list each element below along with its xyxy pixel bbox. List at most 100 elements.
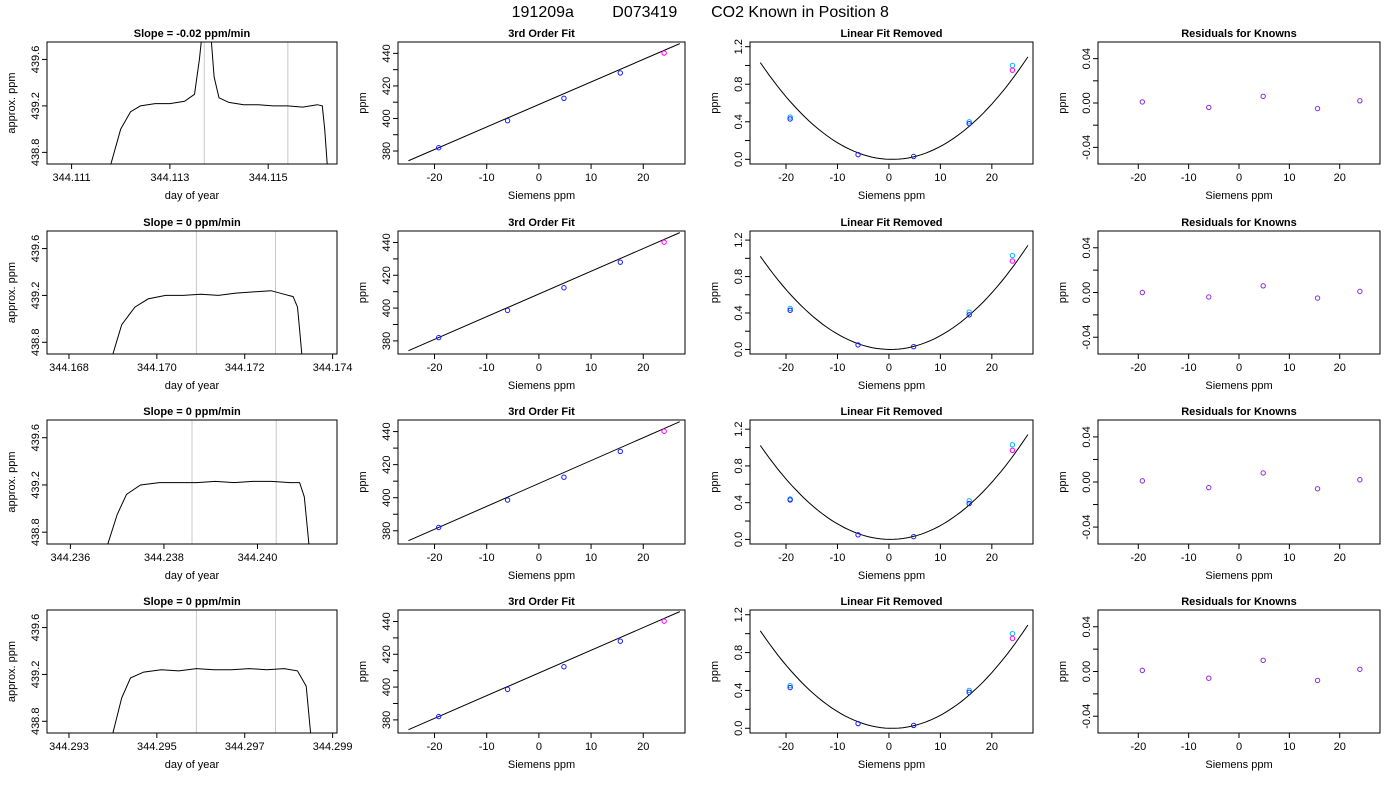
data-point	[504, 497, 511, 503]
panel-r2-c3: Residuals for Knowns -20 -10 0 10 20 -0.04 0.00…	[1057, 406, 1381, 582]
x-axis-label: Siemens ppm	[508, 570, 575, 582]
x-tick-label: -10	[479, 552, 495, 564]
x-tick-label: -20	[778, 172, 794, 184]
x-tick-label: -10	[1181, 741, 1197, 753]
x-tick-label: 10	[585, 552, 597, 564]
y-tick-label: 380	[381, 142, 393, 160]
data-point	[1206, 104, 1212, 111]
x-tick-label: 344.295	[137, 741, 177, 753]
x-axis-label: day of year	[165, 759, 220, 771]
plot-area	[112, 610, 312, 733]
trace-line	[110, 42, 328, 164]
x-tick-label: 10	[1283, 172, 1295, 184]
x-tick-label: 20	[637, 172, 649, 184]
x-tick-label: -20	[427, 741, 443, 753]
y-axis-label: approx. ppm	[6, 262, 18, 323]
x-tick-label: -20	[778, 741, 794, 753]
plot-area	[1139, 470, 1363, 492]
panel-title: Residuals for Knowns	[1181, 406, 1297, 418]
x-tick-label: 0	[536, 362, 542, 374]
panel-title: 3rd Order Fit	[508, 28, 575, 40]
y-tick-label: 439.2	[30, 661, 42, 689]
data-point	[617, 259, 623, 265]
panel-title: Residuals for Knowns	[1181, 596, 1297, 608]
x-axis-label: Siemens ppm	[1205, 570, 1272, 582]
y-tick-label: 439.2	[30, 92, 42, 120]
x-tick-label: 0	[1236, 552, 1242, 564]
x-tick-label: 344.113	[150, 172, 189, 184]
x-tick-label: -10	[479, 362, 495, 374]
y-tick-label: 439.6	[30, 46, 42, 74]
x-axis-label: Siemens ppm	[858, 570, 925, 582]
data-point	[966, 120, 972, 127]
panel-frame	[46, 230, 338, 355]
data-point	[1009, 67, 1016, 73]
x-tick-label: 344.238	[144, 552, 184, 564]
y-axis-label: ppm	[709, 282, 721, 303]
x-tick-label: -10	[1181, 552, 1197, 564]
panel-r1-c1: 3rd Order Fit -20 -10 0 10 20 380 400 420 440 Siem…	[357, 217, 686, 392]
data-point	[1009, 447, 1016, 454]
panel-r0-c1: 3rd Order Fit -20 -10 0 10 20 380 400 420 440 Siem…	[357, 28, 686, 202]
x-tick-label: -20	[1130, 172, 1146, 184]
plot-area	[759, 56, 1029, 160]
x-tick-label: 10	[934, 172, 946, 184]
data-point	[1139, 667, 1146, 674]
data-point	[436, 524, 442, 531]
data-point	[855, 532, 861, 538]
y-axis-label: ppm	[357, 92, 369, 113]
data-point	[1009, 258, 1016, 264]
y-tick-label: 439.2	[30, 282, 42, 310]
data-point	[661, 50, 667, 56]
x-axis-label: Siemens ppm	[858, 190, 925, 202]
y-tick-label: 0.8	[733, 458, 745, 473]
panel-r3-c3: Residuals for Knowns -20 -10 0 10 20 -0.04 0.00…	[1057, 596, 1381, 771]
quadratic-curve	[759, 624, 1029, 729]
panel-title: Linear Fit Removed	[840, 217, 942, 229]
y-tick-label: 420	[381, 266, 393, 284]
panel-r2-c0: Slope = 0 ppm/min 344.236 344.238 344.240 43…	[6, 406, 338, 582]
x-tick-label: 0	[886, 552, 892, 564]
x-axis-label: Siemens ppm	[508, 380, 575, 392]
data-point	[561, 95, 567, 101]
data-point	[787, 682, 793, 689]
panel-r1-c2: Linear Fit Removed -20 -10 0 10 20 0.0 0.4 0.8 1.…	[709, 217, 1034, 392]
x-tick-label: -20	[778, 362, 794, 374]
panel-frame	[46, 419, 338, 545]
x-tick-label: -20	[427, 552, 443, 564]
x-tick-label: 10	[585, 741, 597, 753]
y-tick-label: 1.2	[733, 607, 745, 622]
y-tick-label: 0.04	[1081, 616, 1093, 637]
y-tick-label: 0.4	[733, 305, 745, 320]
panel-frame	[397, 41, 686, 165]
plot-area	[759, 434, 1029, 540]
data-point	[855, 151, 861, 158]
data-point	[1009, 62, 1016, 69]
panel-r0-c2: Linear Fit Removed -20 -10 0 10 20 0.0 0.4 0.8 1.…	[709, 28, 1034, 202]
data-point	[1314, 105, 1321, 112]
y-axis-label: approx. ppm	[6, 641, 18, 702]
x-tick-label: -20	[1130, 552, 1146, 564]
x-tick-label: 0	[536, 741, 542, 753]
panel-title: Linear Fit Removed	[840, 596, 942, 608]
data-point	[910, 344, 917, 350]
plot-area	[1139, 283, 1363, 301]
y-axis-label: ppm	[1057, 92, 1069, 113]
y-tick-label: 0.04	[1081, 48, 1093, 69]
data-point	[966, 119, 972, 125]
plot-area	[408, 232, 680, 352]
panel-title: 3rd Order Fit	[508, 217, 575, 229]
x-tick-label: 344.236	[51, 552, 91, 564]
data-point	[1009, 442, 1016, 448]
x-tick-label: 344.168	[49, 362, 89, 374]
panel-frame	[397, 230, 686, 355]
x-tick-label: -10	[479, 741, 495, 753]
y-tick-label: 0.0	[733, 532, 745, 547]
x-tick-label: -10	[830, 741, 846, 753]
quadratic-curve	[759, 434, 1029, 540]
x-tick-label: 20	[1334, 741, 1346, 753]
data-point	[910, 533, 917, 540]
x-tick-label: 344.293	[49, 741, 89, 753]
x-axis-label: Siemens ppm	[1205, 759, 1272, 771]
x-tick-label: 20	[1334, 172, 1346, 184]
